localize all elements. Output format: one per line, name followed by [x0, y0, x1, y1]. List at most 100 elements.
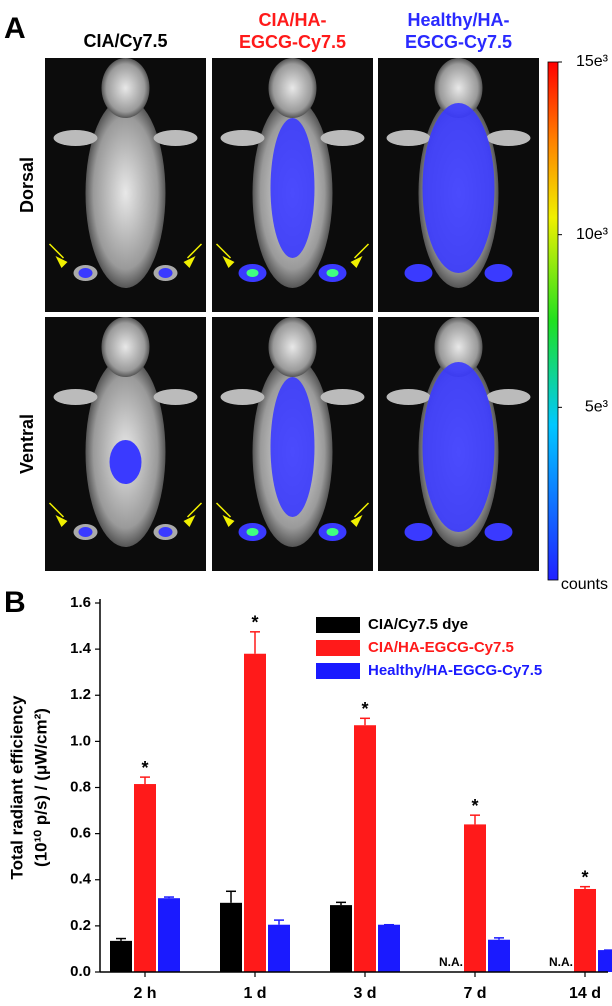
mouse-limb [320, 389, 365, 405]
mouse-limb [386, 130, 431, 146]
mouse-head [101, 317, 150, 377]
bar [134, 784, 156, 972]
y-axis-label: Total radiant efficiency [7, 695, 26, 879]
mouse-limb [53, 389, 98, 405]
signal [158, 527, 173, 537]
legend-swatch [316, 640, 360, 656]
signal [484, 264, 513, 282]
signal [78, 268, 93, 278]
arrow-head [183, 256, 196, 268]
arrow [215, 243, 232, 259]
arrow-head [222, 515, 235, 527]
error-bar [274, 919, 284, 925]
arrow [353, 502, 370, 518]
mouse-limb [220, 389, 265, 405]
bar [464, 824, 486, 972]
signal [484, 523, 513, 541]
bar [354, 725, 376, 972]
panel-label: A [4, 12, 26, 45]
x-tick-label: 3 d [353, 985, 376, 1002]
x-tick-label: 2 h [133, 985, 156, 1002]
bar [488, 939, 510, 972]
y-tick-label: 1.2 [70, 686, 91, 703]
y-tick-label: 0.6 [70, 825, 91, 842]
colorbar-label: counts [561, 576, 608, 593]
y-tick-label: 1.6 [70, 594, 91, 611]
legend-swatch [316, 663, 360, 679]
column-header: EGCG-Cy7.5 [239, 32, 346, 52]
mouse-head [434, 58, 483, 118]
mouse-head [434, 317, 483, 377]
bar [220, 902, 242, 972]
signal [158, 268, 173, 278]
arrow-head [222, 256, 235, 268]
error-bar [250, 631, 260, 654]
bar [378, 924, 400, 972]
x-tick-label: 1 d [243, 985, 266, 1002]
bar [330, 905, 352, 972]
bar [244, 653, 266, 972]
error-bar [494, 937, 504, 940]
arrow [186, 502, 203, 518]
hotspot [246, 528, 259, 536]
y-tick-label: 0.0 [70, 963, 91, 980]
signal [404, 523, 433, 541]
mouse-limb [153, 130, 198, 146]
arrow [186, 243, 203, 259]
legend-swatch [316, 617, 360, 633]
mouse-limb [320, 130, 365, 146]
colorbar [547, 61, 559, 581]
arrow [48, 243, 65, 259]
colorbar-tick-label: 5e³ [585, 399, 609, 416]
column-header: CIA/Cy7.5 [83, 31, 167, 51]
arrow-head [55, 515, 68, 527]
mouse-limb [386, 389, 431, 405]
bar [574, 888, 596, 972]
signal [78, 527, 93, 537]
y-tick-label: 0.8 [70, 778, 91, 795]
significance-mark: * [251, 613, 258, 633]
mouse-limb [220, 130, 265, 146]
mouse-limb [53, 130, 98, 146]
colorbar-tick-label: 15e³ [576, 53, 609, 70]
mouse-limb [486, 130, 531, 146]
column-header: CIA/HA- [259, 10, 327, 30]
value-label: N.A. [439, 955, 463, 969]
mouse-body [85, 98, 166, 288]
hotspot [326, 269, 339, 277]
arrow-head [350, 515, 363, 527]
row-label: Ventral [17, 414, 37, 474]
x-tick-label: 14 d [569, 985, 601, 1002]
mouse-head [268, 317, 317, 377]
signal [422, 103, 495, 273]
significance-mark: * [361, 699, 368, 719]
hotspot [326, 528, 339, 536]
error-bar [470, 814, 480, 825]
hotspot [246, 269, 259, 277]
y-tick-label: 0.4 [70, 871, 92, 888]
colorbar-tick-label: 10e³ [576, 226, 609, 243]
error-bar [580, 885, 590, 889]
legend-label: CIA/HA-EGCG-Cy7.5 [368, 639, 514, 656]
bar [598, 950, 612, 972]
arrow-head [350, 256, 363, 268]
significance-mark: * [471, 796, 478, 816]
error-bar [360, 717, 370, 726]
column-header: Healthy/HA- [407, 10, 509, 30]
signal [270, 377, 315, 517]
signal [404, 264, 433, 282]
mouse-limb [153, 389, 198, 405]
error-bar [116, 937, 126, 941]
bar [110, 940, 132, 972]
row-label: Dorsal [17, 157, 37, 213]
column-header: EGCG-Cy7.5 [405, 32, 512, 52]
signal [270, 118, 315, 258]
error-bar [164, 896, 174, 899]
signal [109, 440, 142, 484]
legend-label: CIA/Cy7.5 dye [368, 616, 468, 633]
bar [158, 898, 180, 972]
x-tick-label: 7 d [463, 985, 486, 1002]
arrow [215, 502, 232, 518]
arrow [353, 243, 370, 259]
